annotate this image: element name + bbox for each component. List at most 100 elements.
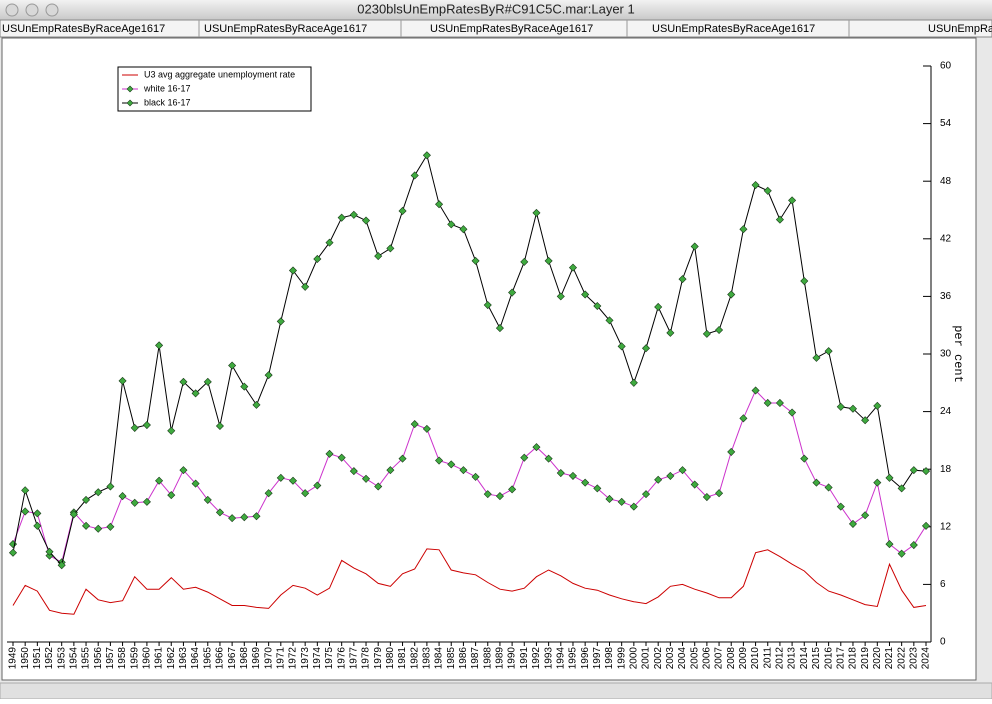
data-point — [605, 494, 614, 503]
data-point — [313, 254, 322, 263]
data-point — [751, 181, 760, 190]
data-point — [690, 480, 699, 489]
data-point — [264, 371, 273, 380]
data-point — [33, 509, 42, 518]
data-point — [130, 498, 139, 507]
tab[interactable]: USUnEmpRatesByRaceAge1617 — [204, 23, 367, 35]
data-point — [21, 486, 30, 495]
x-tick-label: 2009 — [738, 647, 749, 670]
x-tick-label: 1967 — [227, 647, 238, 670]
data-point — [349, 467, 358, 476]
data-point — [69, 510, 78, 519]
x-tick-label: 1949 — [8, 647, 19, 670]
x-tick-label: 2005 — [689, 647, 700, 670]
data-point — [398, 454, 407, 463]
data-point — [508, 288, 517, 297]
data-point — [386, 466, 395, 475]
data-point — [800, 454, 809, 463]
data-point — [727, 447, 736, 456]
data-point — [167, 426, 176, 435]
plot: 0 6 12 18 24 30 36 42 48 54 60 per cent 1949 1950 1951… — [7, 61, 965, 670]
data-point — [264, 489, 273, 498]
data-point — [812, 353, 821, 362]
data-point — [532, 443, 541, 452]
legend-marker — [126, 99, 134, 107]
scrollbar[interactable] — [0, 682, 992, 700]
x-tick-label: 1982 — [409, 647, 420, 670]
x-tick-label: 1958 — [117, 647, 128, 670]
data-point — [836, 502, 845, 511]
x-tick-label: 1976 — [336, 647, 347, 670]
data-point — [374, 252, 383, 261]
data-point — [909, 466, 918, 475]
data-point — [471, 472, 480, 481]
data-point — [288, 266, 298, 275]
data-point — [386, 244, 395, 253]
tab[interactable]: USUnEmpRatesByRaceAge1617 — [928, 23, 992, 35]
x-tick-label: 1983 — [422, 647, 433, 670]
legend-marker — [126, 85, 134, 93]
x-tick-label: 2004 — [677, 647, 688, 670]
data-point — [495, 492, 504, 501]
data-point — [824, 347, 833, 356]
data-point — [690, 242, 699, 251]
data-point — [812, 478, 821, 487]
data-point — [702, 329, 711, 338]
data-point — [715, 325, 724, 335]
data-point — [155, 476, 164, 485]
x-tick-label: 2010 — [750, 647, 761, 670]
x-tick-label: 2024 — [921, 647, 932, 670]
x-tick-label: 1961 — [154, 647, 165, 670]
data-point — [435, 200, 444, 209]
data-point — [532, 208, 541, 217]
y-tick-label: 42 — [940, 233, 952, 244]
data-point — [727, 290, 736, 299]
data-point — [836, 402, 845, 411]
minimize-button[interactable] — [25, 3, 39, 17]
tab[interactable]: USUnEmpRatesByRaceAge1617 — [430, 23, 593, 35]
x-tick-label: 1995 — [568, 647, 579, 670]
tab[interactable]: USUnEmpRatesByRaceAge1617 — [2, 23, 165, 35]
data-point — [593, 484, 602, 493]
data-point — [678, 275, 687, 284]
x-tick-label: 1969 — [251, 647, 262, 670]
data-point — [581, 478, 590, 487]
zoom-button[interactable] — [45, 3, 59, 17]
data-point — [581, 290, 590, 299]
tab[interactable]: USUnEmpRatesByRaceAge1617 — [652, 23, 815, 35]
x-tick-label: 1950 — [20, 647, 31, 670]
data-point — [179, 466, 188, 475]
data-point — [861, 511, 870, 520]
data-point — [568, 263, 577, 272]
x-tick-label: 1957 — [105, 647, 116, 670]
legend-label: white 16-17 — [143, 83, 191, 93]
data-point — [861, 416, 870, 425]
data-point — [921, 521, 931, 530]
data-point — [800, 277, 809, 286]
data-point — [94, 524, 103, 533]
x-tick-label: 1971 — [275, 647, 286, 670]
data-point — [909, 541, 918, 550]
data-point — [349, 210, 358, 219]
series-line — [12, 389, 927, 564]
data-point — [556, 469, 565, 478]
data-point — [179, 377, 188, 386]
data-point — [252, 400, 261, 409]
x-tick-label: 1953 — [56, 647, 67, 670]
close-button[interactable] — [5, 3, 19, 17]
x-tick-label: 1987 — [470, 647, 481, 670]
data-point — [240, 513, 249, 522]
data-point — [483, 490, 492, 499]
legend-label: U3 avg aggregate unemployment rate — [144, 69, 295, 79]
x-tick-label: 1968 — [239, 647, 250, 670]
data-point — [897, 549, 906, 558]
data-point — [715, 489, 724, 498]
data-point — [252, 512, 261, 521]
data-point — [435, 456, 444, 465]
x-tick-label: 1991 — [519, 647, 530, 670]
data-point — [763, 398, 772, 407]
data-point — [568, 471, 577, 480]
data-point — [654, 302, 663, 311]
x-tick-label: 2013 — [787, 647, 798, 670]
